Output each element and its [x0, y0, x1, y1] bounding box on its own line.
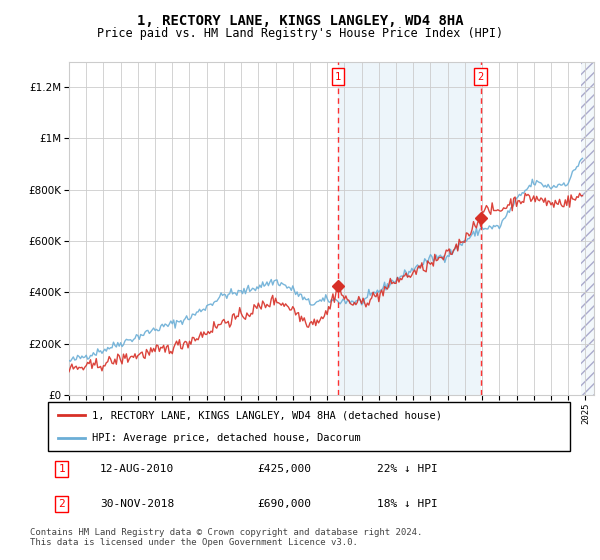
Text: 30-NOV-2018: 30-NOV-2018	[100, 499, 175, 509]
Text: £690,000: £690,000	[257, 499, 311, 509]
Text: 1: 1	[58, 464, 65, 474]
Text: 18% ↓ HPI: 18% ↓ HPI	[377, 499, 437, 509]
Text: 1, RECTORY LANE, KINGS LANGLEY, WD4 8HA (detached house): 1, RECTORY LANE, KINGS LANGLEY, WD4 8HA …	[92, 410, 442, 421]
Text: 22% ↓ HPI: 22% ↓ HPI	[377, 464, 437, 474]
Text: HPI: Average price, detached house, Dacorum: HPI: Average price, detached house, Daco…	[92, 433, 361, 444]
Text: Contains HM Land Registry data © Crown copyright and database right 2024.
This d: Contains HM Land Registry data © Crown c…	[30, 528, 422, 547]
Text: £425,000: £425,000	[257, 464, 311, 474]
Bar	[581, 62, 594, 395]
Text: 1: 1	[335, 72, 341, 82]
Text: 2: 2	[478, 72, 484, 82]
Text: 1, RECTORY LANE, KINGS LANGLEY, WD4 8HA: 1, RECTORY LANE, KINGS LANGLEY, WD4 8HA	[137, 14, 463, 28]
Bar	[338, 62, 481, 395]
Text: 12-AUG-2010: 12-AUG-2010	[100, 464, 175, 474]
Text: Price paid vs. HM Land Registry's House Price Index (HPI): Price paid vs. HM Land Registry's House …	[97, 27, 503, 40]
Text: 2: 2	[58, 499, 65, 509]
Bar	[581, 62, 594, 395]
